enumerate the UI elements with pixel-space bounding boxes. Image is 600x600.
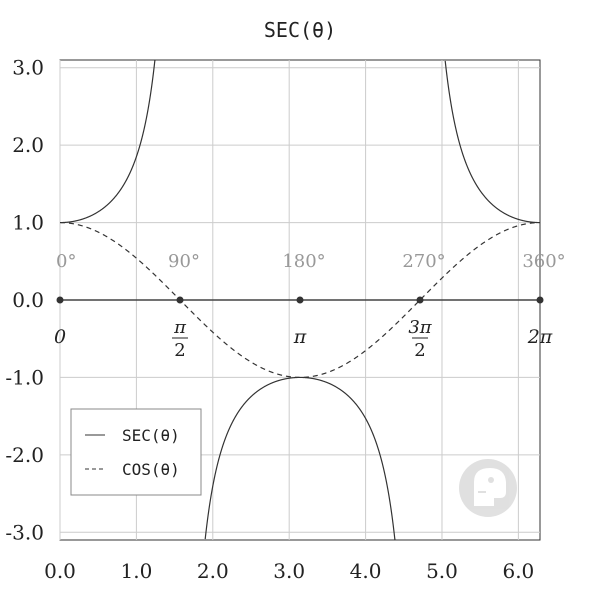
radian-label-numerator: 3π <box>408 317 432 338</box>
radian-label: π <box>293 326 307 348</box>
x-tick-label: 6.0 <box>502 559 534 583</box>
radian-marker-dot <box>56 296 64 304</box>
radian-markers <box>56 296 544 304</box>
y-tick-label: -1.0 <box>5 365 44 389</box>
x-tick-label: 0.0 <box>44 559 76 583</box>
radian-label: 0 <box>54 326 66 348</box>
radian-marker-dot <box>416 296 424 304</box>
y-tick-label: 2.0 <box>12 133 44 157</box>
y-tick-label: 3.0 <box>12 56 44 80</box>
axis-labels: 0.0 1.0 2.0 3.0 4.0 5.0 6.0 3.0 2.0 1.0 0.0 -1.0 -2.… <box>5 56 565 583</box>
degree-label: 270° <box>402 251 445 272</box>
legend-label-sec: SEC(θ) <box>122 426 180 445</box>
chart-title: SEC(θ) <box>264 18 336 42</box>
radian-label-denominator: 2 <box>414 340 425 361</box>
degree-label: 180° <box>282 251 325 272</box>
radian-label-numerator: π <box>173 317 187 338</box>
series-line-sec <box>60 59 540 541</box>
radian-label-denominator: 2 <box>174 340 185 361</box>
y-tick-label: -2.0 <box>5 443 44 467</box>
legend: SEC(θ) COS(θ) <box>70 408 202 496</box>
watermark-logo <box>459 459 517 517</box>
degree-label: 90° <box>168 251 200 272</box>
x-tick-label: 5.0 <box>426 559 458 583</box>
series-group <box>60 59 540 541</box>
legend-box <box>70 408 202 496</box>
radian-marker-dot <box>176 296 184 304</box>
radian-label: 2π <box>527 326 553 348</box>
series-line-cos <box>60 221 540 379</box>
y-tick-label: 0.0 <box>12 288 44 312</box>
radian-marker-dot <box>296 296 304 304</box>
legend-label-cos: COS(θ) <box>122 460 180 479</box>
degree-label: 0° <box>56 251 76 272</box>
degree-label: 360° <box>522 251 565 272</box>
x-tick-label: 4.0 <box>350 559 382 583</box>
radian-marker-dot <box>536 296 544 304</box>
y-tick-label: -3.0 <box>5 520 44 544</box>
x-tick-label: 2.0 <box>197 559 229 583</box>
x-tick-label: 3.0 <box>273 559 305 583</box>
y-tick-label: 1.0 <box>12 211 44 235</box>
x-tick-label: 1.0 <box>120 559 152 583</box>
